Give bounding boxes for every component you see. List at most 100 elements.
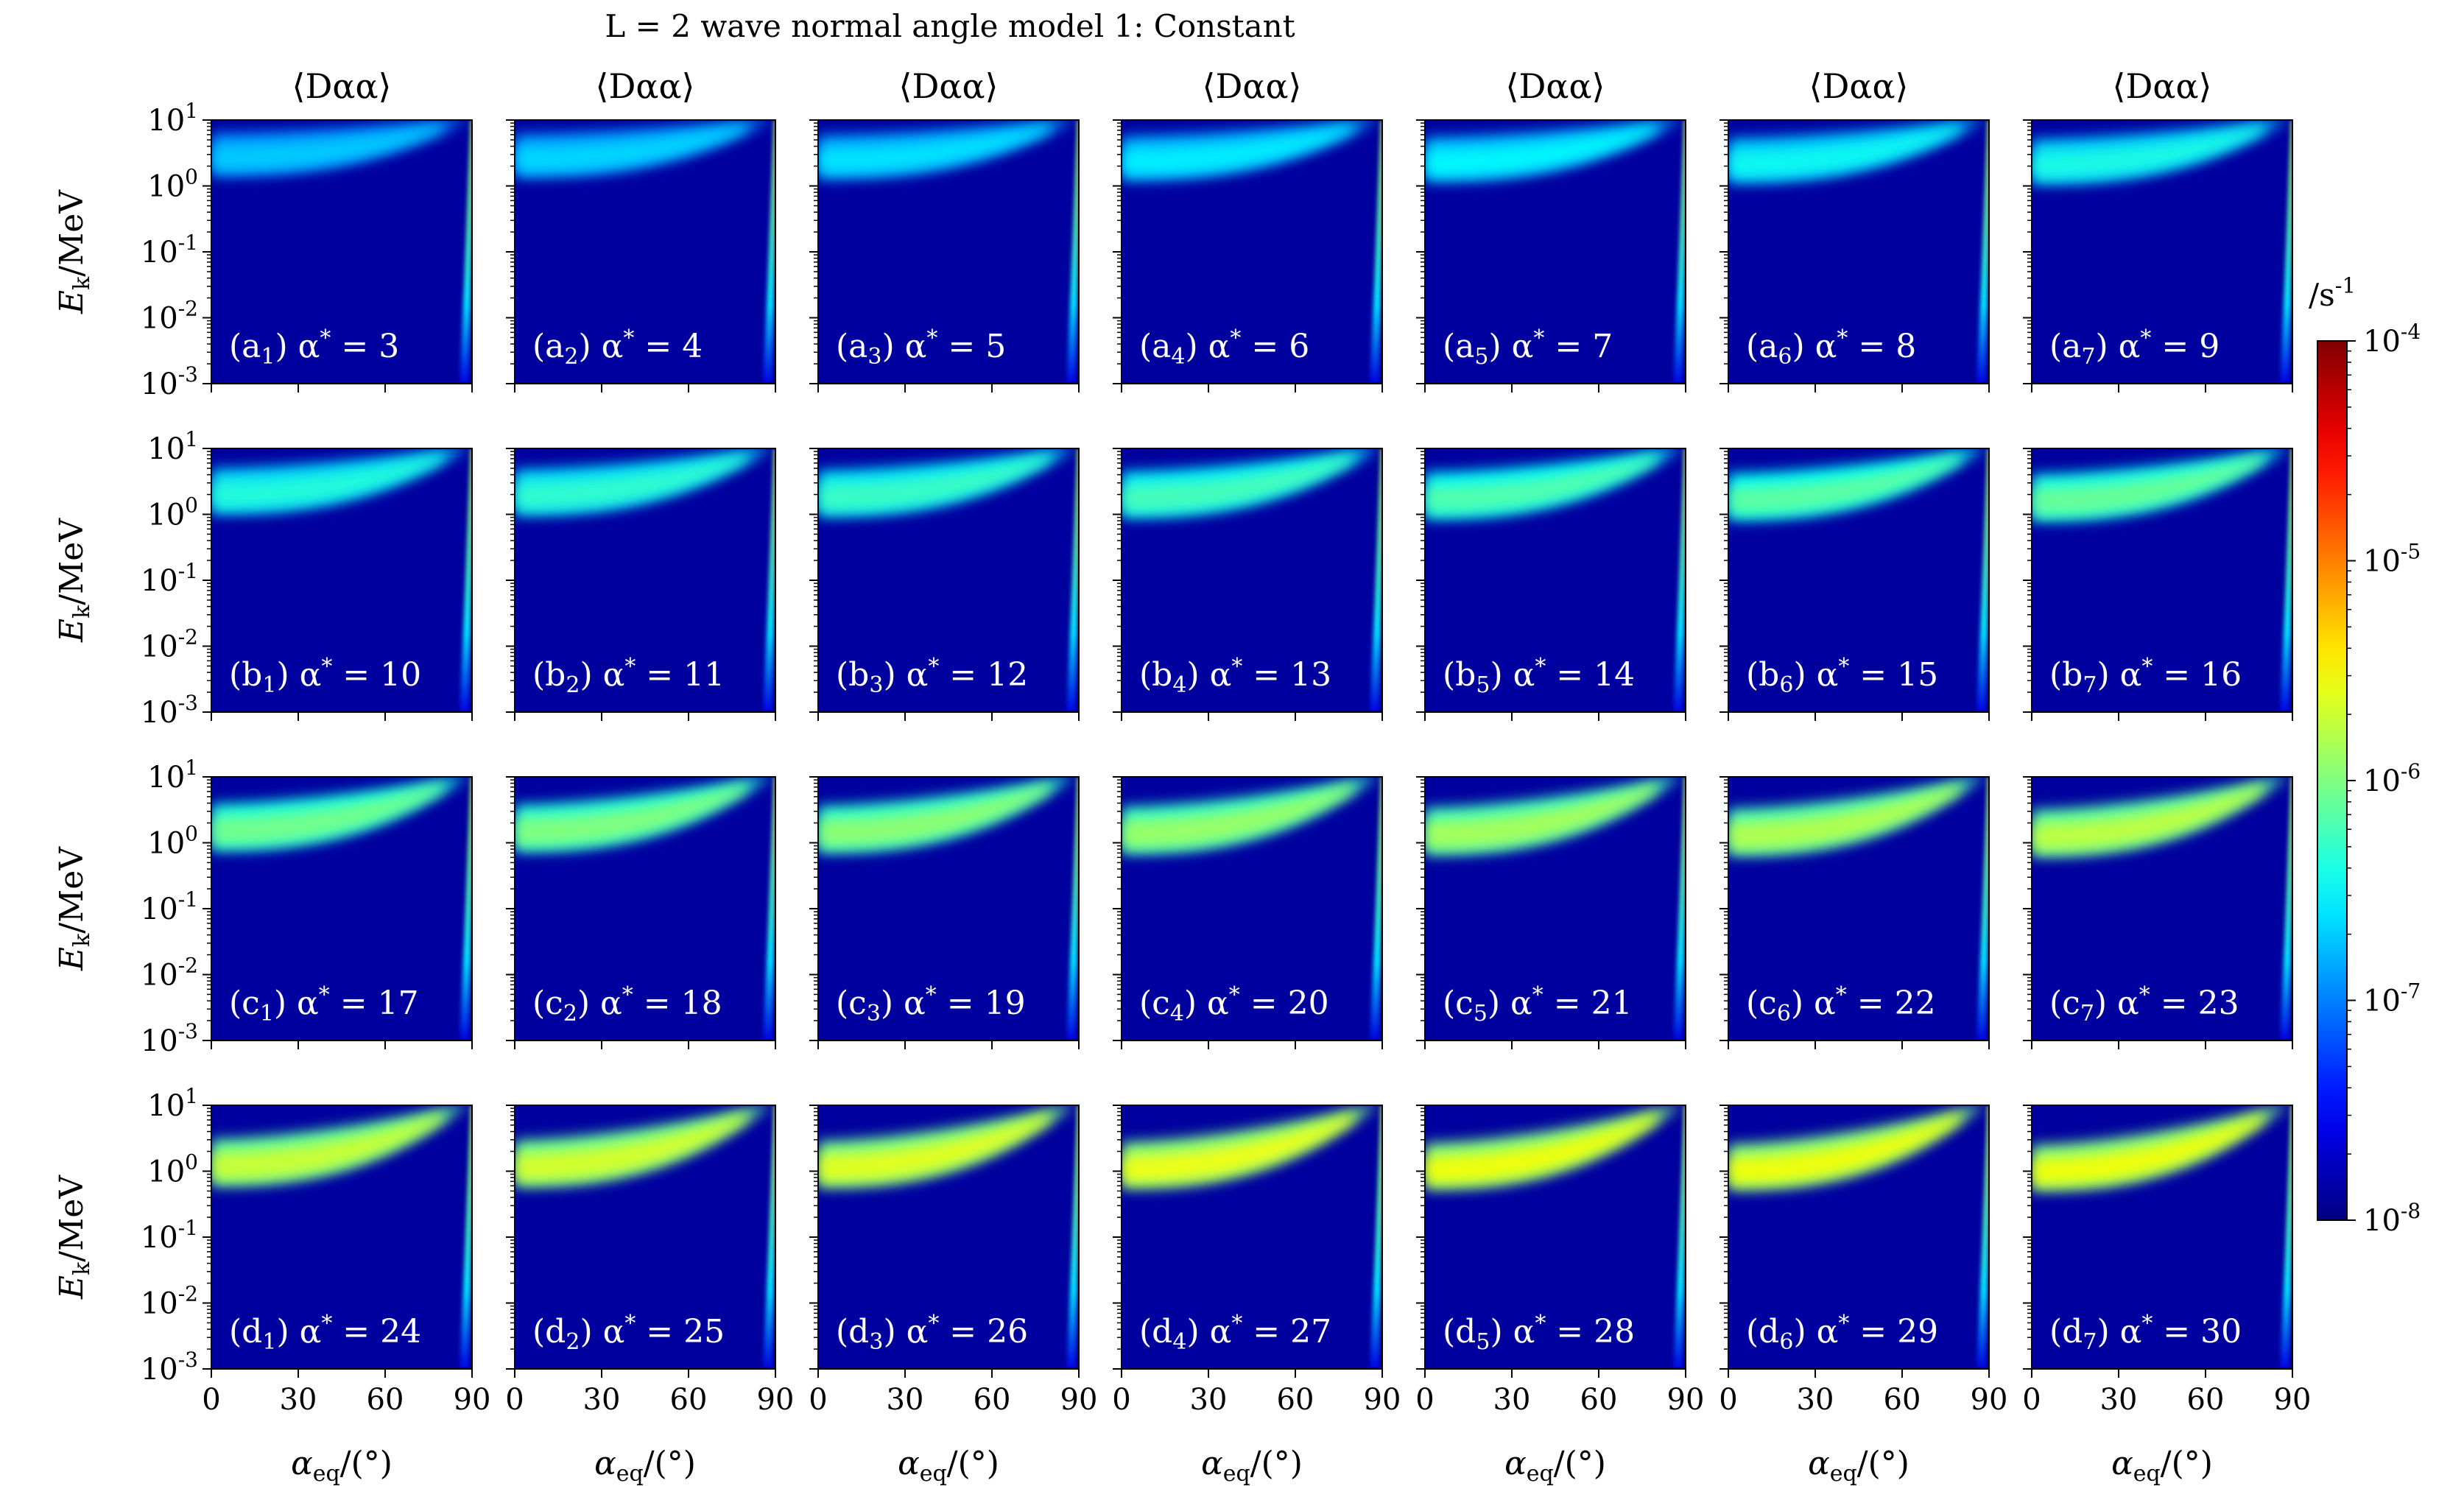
band-core — [1122, 1113, 1354, 1183]
panel-label: (b4) α* = 13 — [1139, 654, 1331, 698]
x-tick-label: 0 — [202, 1383, 220, 1417]
x-tick-label: 30 — [2100, 1383, 2138, 1417]
y-tick-label: 10-1 — [141, 887, 198, 926]
band-core — [818, 124, 1050, 174]
band-core — [2032, 124, 2264, 179]
x-tick-label: 60 — [1884, 1383, 1921, 1417]
panel-label: (d7) α* = 30 — [2049, 1311, 2242, 1355]
x-axis-label: αeq/(°) — [1201, 1445, 1303, 1486]
edge-streak — [2280, 777, 2292, 1040]
band-core — [1728, 454, 1960, 515]
panel-23: 0 30 60 90 (d2) α* = 25 αeq/(°) — [505, 1105, 794, 1486]
y-tick-label: 100 — [147, 1150, 198, 1189]
x-axis-label: αeq/(°) — [291, 1445, 393, 1486]
edge-streak — [460, 1105, 472, 1369]
edge-streak — [1066, 448, 1079, 712]
heatmap-band — [1728, 448, 1989, 712]
y-tick-label: 10-2 — [141, 954, 198, 993]
y-tick-label: 100 — [147, 822, 198, 861]
heatmap-band — [2032, 120, 2292, 384]
column-title: ⟨Dαα⟩ — [1506, 66, 1605, 106]
heatmap-band — [211, 777, 472, 1040]
panel-15: 101 100 10-1 10-2 10-3 (c1) α* = 17 Ek/MeV — [53, 756, 473, 1058]
panel-label: (b3) α* = 12 — [836, 654, 1028, 698]
band-core — [515, 1113, 747, 1182]
heatmap-band — [1728, 1105, 1989, 1369]
edge-streak — [1673, 1105, 1686, 1369]
x-tick-label: 90 — [1364, 1383, 1401, 1417]
x-tick-label: 30 — [887, 1383, 924, 1417]
band-core — [818, 1113, 1050, 1183]
heatmap-band — [211, 120, 472, 384]
heatmap-band — [2032, 777, 2292, 1040]
x-tick-label: 90 — [2274, 1383, 2312, 1417]
band-core — [1728, 1113, 1960, 1185]
panel-10: (b3) α* = 12 — [809, 448, 1080, 721]
heatmap-band — [1425, 120, 1686, 384]
panel-22: 101 100 10-1 10-2 10-30 30 60 90 (d1) α* = 24 Ek/… — [53, 1084, 490, 1486]
heatmap-band — [818, 448, 1079, 712]
heatmap-band — [1122, 777, 1382, 1040]
heatmap-band — [211, 448, 472, 712]
panel-label: (d1) α* = 24 — [229, 1311, 421, 1355]
panel-label: (b1) α* = 10 — [229, 654, 421, 698]
band-core — [515, 783, 747, 846]
band-core — [211, 124, 443, 172]
y-axis-label: Ek/MeV — [53, 189, 95, 314]
y-tick-label: 10-3 — [141, 1348, 198, 1387]
panel-label: (c6) α* = 22 — [1746, 982, 1936, 1027]
x-tick-label: 60 — [1580, 1383, 1618, 1417]
edge-streak — [1673, 448, 1686, 712]
y-tick-label: 100 — [147, 165, 198, 204]
band-core — [1122, 124, 1354, 175]
y-axis-label: Ek/MeV — [53, 518, 95, 643]
x-tick-label: 30 — [1797, 1383, 1834, 1417]
x-tick-label: 90 — [1667, 1383, 1705, 1417]
edge-streak — [1370, 777, 1382, 1040]
edge-streak — [460, 120, 472, 384]
band-core — [818, 783, 1050, 848]
x-tick-label: 60 — [367, 1383, 404, 1417]
edge-streak — [1370, 1105, 1382, 1369]
panel-12: (b5) α* = 14 — [1416, 448, 1686, 721]
colorbar-tick-label: 10-7 — [2363, 979, 2421, 1018]
edge-streak — [1977, 777, 1989, 1040]
edge-streak — [1977, 120, 1989, 384]
panel-8: 101 100 10-1 10-2 10-3 (b1) α* = 10 Ek/MeV — [53, 427, 473, 730]
colorbar: 10-4 10-5 10-6 10-7 10-8/s-1 — [2309, 272, 2421, 1238]
edge-streak — [2280, 120, 2292, 384]
heatmap-band — [1122, 120, 1382, 384]
y-tick-label: 10-2 — [141, 625, 198, 664]
panel-9: (b2) α* = 11 — [506, 448, 776, 721]
panel-label: (a6) α* = 8 — [1746, 325, 1916, 370]
panel-label: (b2) α* = 11 — [532, 654, 725, 698]
heatmap-band — [515, 120, 775, 384]
x-axis-label: αeq/(°) — [1504, 1445, 1606, 1486]
panel-18: (c4) α* = 20 — [1113, 776, 1383, 1049]
x-tick-label: 60 — [2187, 1383, 2225, 1417]
panel-6: ⟨Dαα⟩ (a6) α* = 8 — [1719, 66, 1990, 392]
panel-4: ⟨Dαα⟩ (a4) α* = 6 — [1113, 66, 1383, 392]
heatmap-band — [515, 777, 775, 1040]
x-tick-label: 0 — [1719, 1383, 1737, 1417]
band-core — [1425, 124, 1657, 177]
y-tick-label: 101 — [147, 756, 198, 795]
column-title: ⟨Dαα⟩ — [2113, 66, 2212, 106]
panel-label: (c7) α* = 23 — [2049, 982, 2239, 1027]
x-tick-label: 0 — [505, 1383, 524, 1417]
panel-label: (a5) α* = 7 — [1443, 325, 1613, 370]
band-core — [1122, 454, 1354, 513]
band-core — [211, 453, 443, 509]
panel-24: 0 30 60 90 (d3) α* = 26 αeq/(°) — [809, 1105, 1097, 1486]
panel-label: (b5) α* = 14 — [1443, 654, 1635, 698]
heatmap-band — [818, 777, 1079, 1040]
panel-1: ⟨Dαα⟩ 101 100 10-1 10-2 10-3 (a1) α* = 3 Ek/MeV — [53, 66, 473, 401]
band-core — [211, 1113, 443, 1180]
panel-28: 0 30 60 90 (d7) α* = 30 αeq/(°) — [2022, 1105, 2312, 1486]
y-tick-label: 101 — [147, 99, 198, 138]
heatmap-band — [1425, 777, 1686, 1040]
heatmap-band — [2032, 1105, 2292, 1369]
panel-20: (c6) α* = 22 — [1719, 776, 1990, 1049]
panel-label: (d5) α* = 28 — [1443, 1311, 1635, 1355]
